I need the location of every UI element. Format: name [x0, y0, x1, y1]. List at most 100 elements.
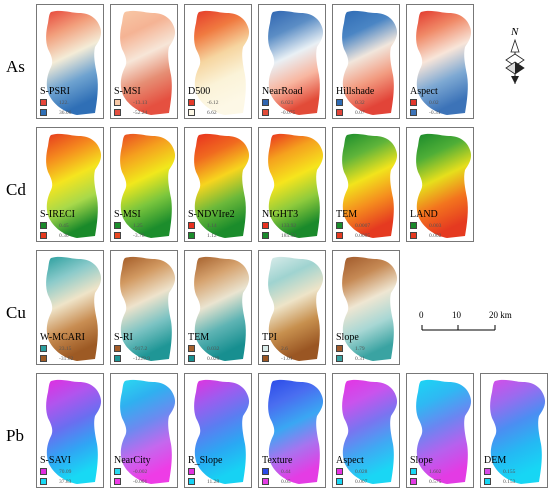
panel-title: S-RI — [114, 332, 133, 343]
map-panel-cd-2: S-NDVIre2 1.14 1.12 — [184, 127, 252, 242]
legend-high-swatch — [188, 345, 195, 352]
panel-title: S-IRECI — [40, 209, 75, 220]
map-region-fill — [194, 133, 250, 238]
legend-low-value: -1.01 — [281, 356, 293, 362]
legend-high-value: 2.6 — [281, 346, 288, 352]
legend-low-swatch — [262, 478, 269, 485]
legend-high-swatch — [262, 222, 269, 229]
panel-title: Slope — [410, 455, 433, 466]
map-region — [46, 256, 102, 361]
panel-title: Hillshade — [336, 86, 375, 97]
legend-high-value: -0.002 — [133, 469, 148, 475]
panel-title: NearCity — [114, 455, 151, 466]
legend-high-value: 133.92 — [281, 223, 297, 229]
map-region — [342, 379, 398, 484]
map-panel-pb-5: Slope 1.602 0.575 — [406, 373, 474, 488]
legend-low-swatch — [188, 355, 195, 362]
map-region-fill — [342, 133, 398, 238]
map-panel-pb-4: Aspect 0.028 0.007 — [332, 373, 400, 488]
map-panel-cd-3: NIGHT3 133.92 185.52 — [258, 127, 326, 242]
scale-tick-20: 20 km — [489, 310, 512, 320]
legend-low-swatch — [262, 109, 269, 116]
legend-high-swatch — [188, 222, 195, 229]
map-region — [194, 256, 250, 361]
legend-high-value: 0.32 — [355, 100, 365, 106]
scale-tick-0: 0 — [419, 310, 424, 320]
map-region-fill — [120, 133, 176, 238]
row-label-pb: Pb — [6, 426, 24, 445]
legend-low-value: -3.78 — [133, 233, 145, 239]
map-region — [194, 10, 250, 115]
map-region-fill — [342, 379, 398, 484]
map-panel-pb-2: R_Slope 11.28 — [184, 373, 252, 488]
legend-low-swatch — [114, 109, 121, 116]
map-region-fill — [194, 256, 250, 361]
map-region-fill — [342, 256, 398, 361]
legend-low-swatch — [40, 109, 47, 116]
legend-high-swatch — [114, 468, 121, 475]
panel-title: S-MSI — [114, 209, 141, 220]
legend-high-value: 1.25 — [133, 223, 143, 229]
map-region-fill — [268, 133, 324, 238]
legend-low-value: -0.31 — [429, 110, 441, 116]
map-panel-cu-4: Slope 1.79 0.31 — [332, 250, 400, 365]
map-panel-pb-1: NearCity -0.002 -0.001 — [110, 373, 178, 488]
legend-low-value: -0.001 — [133, 479, 148, 485]
map-region-fill — [268, 379, 324, 484]
legend-low-swatch — [188, 232, 195, 239]
map-region-fill — [46, 133, 102, 238]
panel-title: TEM — [336, 209, 358, 220]
legend-high-swatch — [484, 468, 491, 475]
legend-high-swatch — [336, 468, 343, 475]
legend-high-value: 70.09 — [59, 469, 72, 475]
map-panel-as-4: Hillshade 0.32 0.07 — [332, 4, 400, 119]
legend-high-swatch — [40, 345, 47, 352]
legend-low-swatch — [336, 478, 343, 485]
legend-low-swatch — [114, 232, 121, 239]
map-region — [268, 379, 324, 484]
legend-high-value: 23.15 — [59, 346, 72, 352]
legend-low-value: 0.0005 — [355, 233, 371, 239]
map-region — [194, 379, 250, 484]
map-panel-cd-1: S-MSI 1.25 -3.78 — [110, 127, 178, 242]
legend-low-value: -0.075 — [281, 110, 296, 116]
panel-title: LAND — [410, 209, 438, 220]
map-region — [342, 256, 398, 361]
legend-low-swatch — [336, 355, 343, 362]
map-region-fill — [194, 379, 250, 484]
map-region — [416, 379, 472, 484]
legend-high-swatch — [336, 345, 343, 352]
north-label: N — [511, 26, 519, 38]
legend-high-swatch — [114, 99, 121, 106]
panel-title: Aspect — [410, 86, 438, 97]
legend-low-swatch — [188, 109, 195, 116]
legend-high-value: 0.0007 — [355, 223, 371, 229]
legend-high-swatch — [40, 468, 47, 475]
map-region — [342, 133, 398, 238]
map-region — [120, 133, 176, 238]
legend-high-swatch — [410, 468, 417, 475]
legend-high-swatch — [262, 468, 269, 475]
map-region-fill — [490, 379, 546, 484]
legend-high-value: 0.032 — [207, 346, 220, 352]
panel-title: S-SAVI — [40, 455, 71, 466]
panel-title: S-MSI — [114, 86, 141, 97]
map-region-fill — [416, 10, 472, 115]
map-region — [194, 133, 250, 238]
legend-high-value: 122. — [59, 100, 69, 106]
map-panel-pb-6: DEM 0.155 0.153 — [480, 373, 548, 488]
legend-low-value: 185.52 — [281, 233, 297, 239]
map-panel-as-1: S-MSI -13.13 -52.24 — [110, 4, 178, 119]
legend-low-value: 0.007 — [355, 479, 368, 485]
legend-low-swatch — [336, 109, 343, 116]
north-arrow-icon — [505, 38, 525, 84]
legend-low-swatch — [410, 232, 417, 239]
legend-high-value: -917.2 — [133, 346, 148, 352]
map-region — [268, 256, 324, 361]
legend-low-value: -1229.9 — [133, 356, 150, 362]
map-panel-cd-5: LAND 0.003 0.002 — [406, 127, 474, 242]
panel-title: TEM — [188, 332, 210, 343]
map-region-fill — [46, 256, 102, 361]
legend-high-value: 6.021 — [281, 100, 294, 106]
legend-low-value: 6.62 — [207, 110, 217, 116]
